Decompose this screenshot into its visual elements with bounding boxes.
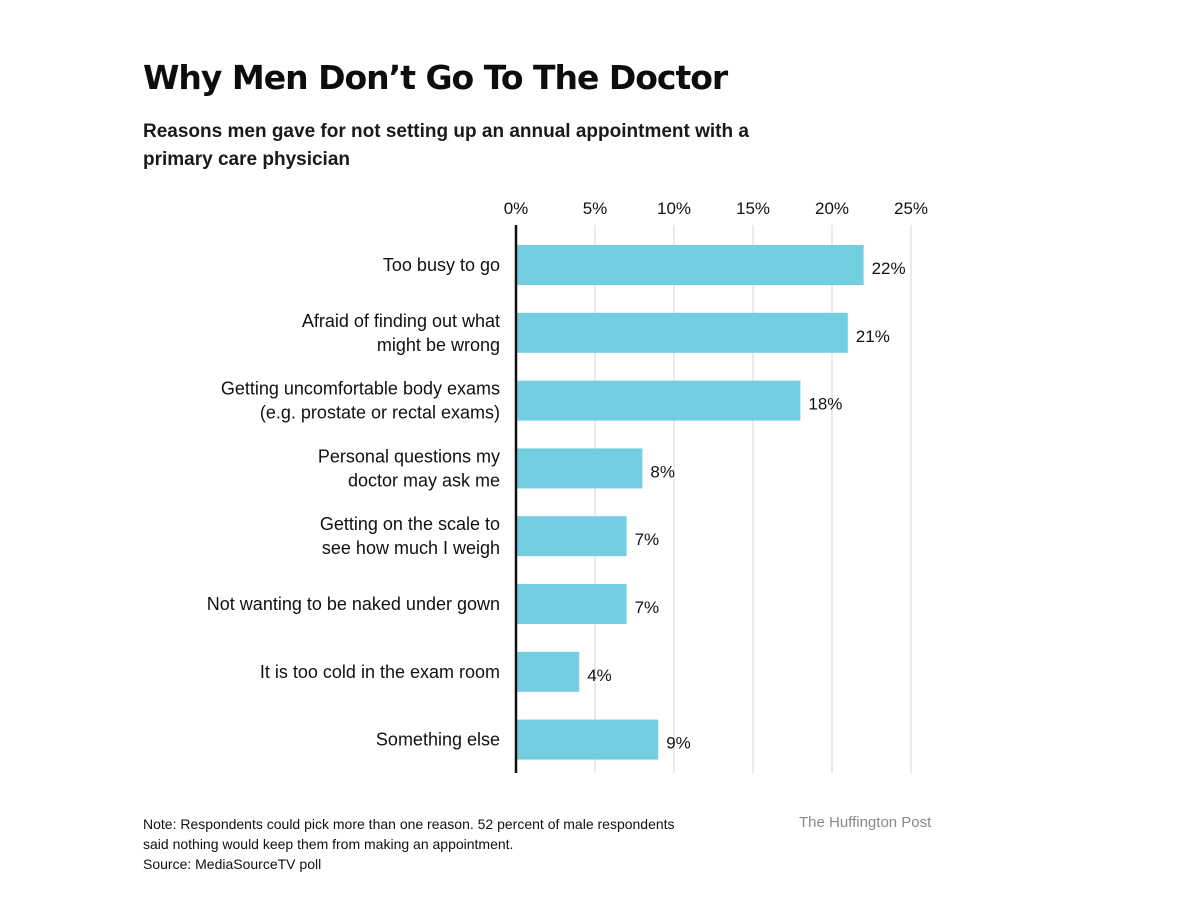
category-label: Not wanting to be naked under gown <box>207 594 500 614</box>
bar-chart: 0% 5% 10% 15% 20% 25% Too busy to go Afraid of… <box>207 199 928 773</box>
category-label: Getting on the scale to see how much I we… <box>320 514 500 558</box>
value-label: 7% <box>635 530 660 549</box>
chart-title: Why Men Don’t Go To The Doctor <box>143 58 728 97</box>
note-line-2: said nothing would keep them from making… <box>143 836 514 852</box>
bars <box>516 245 864 760</box>
x-tick-label: 0% <box>504 199 529 218</box>
category-label: It is too cold in the exam room <box>260 662 500 682</box>
category-label: Something else <box>376 730 500 750</box>
bar <box>516 380 801 421</box>
category-labels: Too busy to go Afraid of finding out what… <box>207 255 500 750</box>
value-label: 7% <box>635 598 660 617</box>
bar <box>516 516 627 557</box>
x-tick-label: 10% <box>657 199 691 218</box>
note-line-1: Note: Respondents could pick more than o… <box>143 816 675 832</box>
value-label: 21% <box>856 327 890 346</box>
gridlines <box>594 225 912 773</box>
value-label: 18% <box>808 395 842 414</box>
x-tick-label: 25% <box>894 199 928 218</box>
x-axis-ticks: 0% 5% 10% 15% 20% 25% <box>504 199 928 218</box>
value-labels: 22% 21% 18% 8% 7% 7% 4% 9% <box>587 259 905 753</box>
value-label: 4% <box>587 666 612 685</box>
value-label: 22% <box>872 259 906 278</box>
publisher-credit: The Huffington Post <box>799 814 932 831</box>
chart-note: Note: Respondents could pick more than o… <box>143 814 783 874</box>
bar <box>516 448 643 489</box>
category-label: Personal questions my doctor may ask me <box>318 446 500 490</box>
bar <box>516 245 864 285</box>
x-tick-label: 15% <box>736 199 770 218</box>
category-label: Afraid of finding out what might be wrong <box>302 311 500 355</box>
category-label: Too busy to go <box>383 255 500 275</box>
bar <box>516 312 848 353</box>
bar <box>516 651 580 692</box>
chart-subtitle: Reasons men gave for not setting up an a… <box>143 121 749 170</box>
x-tick-label: 20% <box>815 199 849 218</box>
value-label: 9% <box>666 734 691 753</box>
source-text: Source: MediaSourceTV poll <box>143 856 322 872</box>
value-label: 8% <box>650 462 675 481</box>
x-tick-label: 5% <box>583 199 608 218</box>
bar <box>516 584 627 624</box>
bar <box>516 719 659 760</box>
category-label: Getting uncomfortable body exams (e.g. pr… <box>221 379 500 423</box>
